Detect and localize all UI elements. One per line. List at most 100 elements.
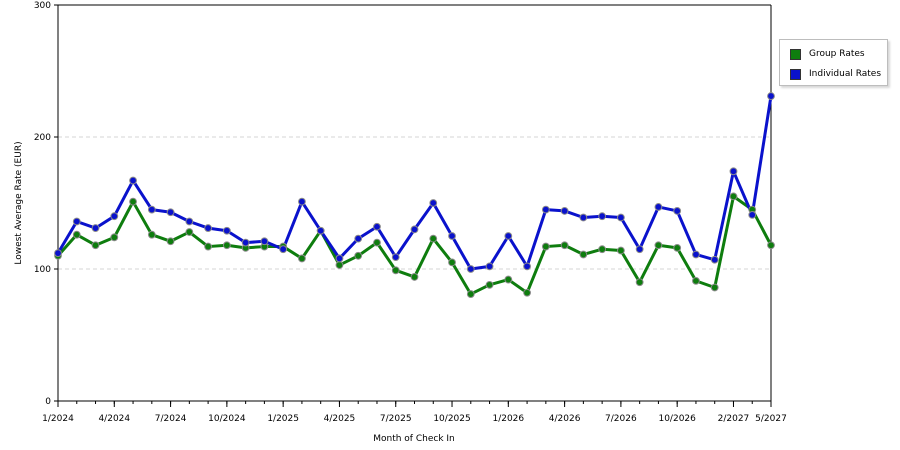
y-tick-label: 300 xyxy=(34,1,51,11)
data-point-individual xyxy=(316,226,325,235)
y-axis-title: Lowest Average Rate (EUR) xyxy=(14,141,24,264)
data-point-group xyxy=(485,280,494,289)
data-point-individual xyxy=(560,207,569,215)
series-points xyxy=(54,92,775,298)
data-point-group xyxy=(635,278,644,287)
series-line-individual xyxy=(56,94,773,271)
data-point-group xyxy=(673,243,682,252)
data-point-group xyxy=(335,261,344,269)
data-point-group xyxy=(410,273,419,281)
data-point-group xyxy=(560,241,569,250)
x-tick-label: 10/2025 xyxy=(433,414,470,424)
data-point-group xyxy=(298,254,306,263)
data-point-individual xyxy=(110,212,119,221)
x-tick-label: 7/2024 xyxy=(155,414,187,424)
x-tick-label: 4/2026 xyxy=(549,414,581,424)
data-point-group xyxy=(373,238,381,247)
data-point-individual xyxy=(485,262,494,271)
data-point-individual xyxy=(279,245,288,254)
data-point-group xyxy=(579,250,588,259)
data-point-group xyxy=(185,228,194,236)
data-point-group xyxy=(523,288,531,297)
data-point-individual xyxy=(298,197,306,206)
data-point-individual xyxy=(147,205,156,214)
legend-item-individual: Individual Rates xyxy=(790,67,881,81)
legend: Group Rates Individual Rates xyxy=(779,39,888,86)
y-tick-label: 100 xyxy=(34,265,51,275)
data-point-individual xyxy=(710,255,719,264)
x-tick-label: 1/2024 xyxy=(42,414,74,424)
data-point-individual xyxy=(391,253,400,262)
data-point-individual xyxy=(54,249,62,258)
data-point-group xyxy=(129,197,137,206)
x-tick-label: 5/2027 xyxy=(755,414,787,424)
data-point-group xyxy=(466,290,475,298)
y-tick-label: 0 xyxy=(45,397,51,407)
data-point-individual xyxy=(429,199,438,207)
data-point-individual xyxy=(204,224,213,232)
data-point-individual xyxy=(335,254,344,263)
data-point-individual xyxy=(635,245,644,254)
data-point-individual xyxy=(222,226,231,235)
x-tick-label: 2/2027 xyxy=(718,414,750,424)
x-tick-label: 4/2025 xyxy=(324,414,356,424)
data-point-individual xyxy=(410,225,419,234)
data-point-individual xyxy=(72,217,81,226)
data-point-individual xyxy=(504,232,513,240)
data-point-individual xyxy=(466,265,475,273)
data-point-group xyxy=(616,246,625,255)
axes xyxy=(54,4,772,407)
data-point-group xyxy=(598,245,607,254)
data-point-group xyxy=(166,237,175,246)
data-point-individual xyxy=(767,92,775,100)
data-point-group xyxy=(429,234,438,243)
legend-label-group: Group Rates xyxy=(809,49,865,59)
x-tick-label: 7/2025 xyxy=(380,414,412,424)
x-tick-label: 1/2025 xyxy=(267,414,299,424)
data-point-individual xyxy=(91,224,100,232)
data-point-individual xyxy=(166,208,175,217)
data-point-group xyxy=(729,192,738,201)
data-point-individual xyxy=(129,176,137,185)
data-point-individual xyxy=(241,238,250,247)
x-tick-label: 4/2024 xyxy=(98,414,130,424)
data-point-individual xyxy=(185,217,194,226)
data-point-group xyxy=(391,266,400,275)
data-point-group xyxy=(504,275,513,284)
data-point-individual xyxy=(541,205,550,214)
x-axis-title: Month of Check In xyxy=(373,434,455,444)
tick-labels: 0 100 200 300 1/2024 4/2024 7/2024 10/2024 1/202… xyxy=(34,1,787,424)
data-point-group xyxy=(654,241,663,250)
data-point-individual xyxy=(748,210,757,219)
y-tick-label: 200 xyxy=(34,133,51,143)
legend-swatch-individual xyxy=(790,68,801,80)
data-point-group xyxy=(110,233,119,242)
x-tick-label: 10/2026 xyxy=(658,414,696,424)
data-point-group xyxy=(354,251,363,260)
data-point-individual xyxy=(729,167,738,176)
data-point-individual xyxy=(523,262,531,271)
data-point-group xyxy=(541,242,550,251)
data-point-group xyxy=(91,241,100,250)
x-tick-label: 1/2026 xyxy=(492,414,524,424)
data-point-group xyxy=(222,241,231,250)
data-point-individual xyxy=(692,250,700,259)
data-point-group xyxy=(147,230,156,239)
x-tick-label: 10/2024 xyxy=(208,414,246,424)
legend-label-individual: Individual Rates xyxy=(809,69,882,79)
data-point-group xyxy=(204,242,213,251)
legend-item-group: Group Rates xyxy=(790,47,865,61)
data-point-individual xyxy=(654,203,663,211)
x-tick-label: 7/2026 xyxy=(605,414,637,424)
data-point-group xyxy=(448,258,456,267)
data-point-individual xyxy=(616,213,625,222)
data-point-group xyxy=(72,230,81,239)
data-point-group xyxy=(692,276,700,285)
data-point-individual xyxy=(260,237,269,246)
data-point-individual xyxy=(354,234,363,243)
data-point-group xyxy=(710,283,719,292)
gridlines xyxy=(58,136,771,270)
data-point-individual xyxy=(598,212,607,221)
legend-swatch-group xyxy=(790,48,801,60)
